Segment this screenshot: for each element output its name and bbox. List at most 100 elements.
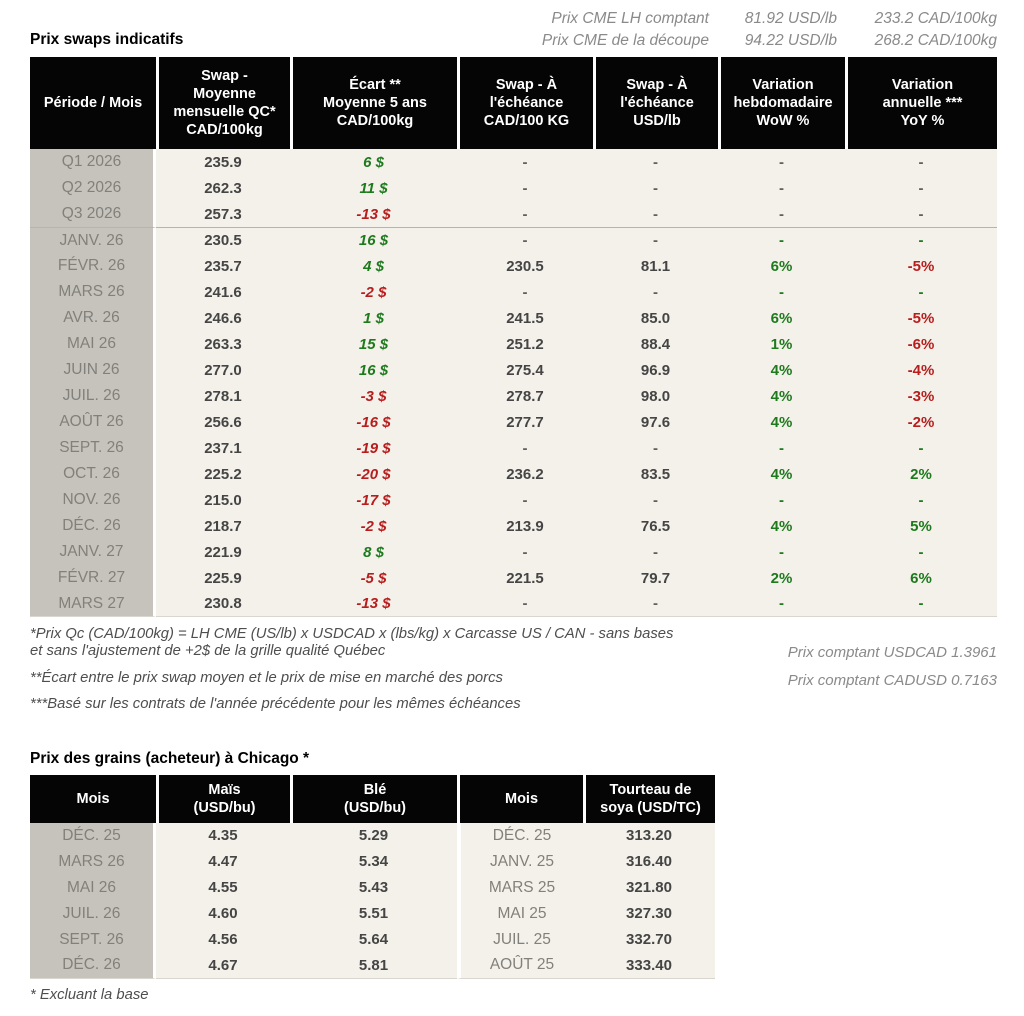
swap-avg-cell: 230.8 bbox=[156, 591, 290, 617]
wow-cell: - bbox=[718, 435, 845, 461]
wheat-cell: 5.43 bbox=[290, 874, 457, 901]
swap-avg-cell: 235.7 bbox=[156, 253, 290, 279]
footnotes-row: *Prix Qc (CAD/100kg) = LH CME (US/lb) x … bbox=[30, 626, 997, 723]
header-swap-cad: Swap - À l'échéance CAD/100 KG bbox=[457, 57, 593, 149]
swaps-row: MARS 27 230.8 -13 $ - - - - bbox=[30, 591, 997, 617]
period-cell: MARS 27 bbox=[30, 591, 156, 617]
swaps-table-header: Période / Mois Swap - Moyenne mensuelle … bbox=[30, 57, 997, 149]
wow-cell: 1% bbox=[718, 331, 845, 357]
yoy-cell: 5% bbox=[845, 513, 997, 539]
wheat-cell: 5.81 bbox=[290, 952, 457, 979]
swap-cad-cell: 275.4 bbox=[457, 357, 593, 383]
swap-cad-cell: - bbox=[457, 487, 593, 513]
yoy-cell: 2% bbox=[845, 461, 997, 487]
swap-usd-cell: - bbox=[593, 487, 718, 513]
header-wow: Variation hebdomadaire WoW % bbox=[718, 57, 845, 149]
period-cell: MARS 26 bbox=[30, 279, 156, 305]
period-cell: JUIN 26 bbox=[30, 357, 156, 383]
swap-avg-cell: 246.6 bbox=[156, 305, 290, 331]
ecart-cell: -20 $ bbox=[290, 461, 457, 487]
swap-usd-cell: - bbox=[593, 149, 718, 175]
cme-cutout-cad-value: 268.2 CAD/100kg bbox=[874, 32, 997, 49]
cme-lh-label: Prix CME LH comptant bbox=[551, 10, 709, 27]
yoy-cell: -4% bbox=[845, 357, 997, 383]
swap-usd-cell: - bbox=[593, 279, 718, 305]
header-corn: Maïs (USD/bu) bbox=[156, 774, 290, 823]
grains-table: Mois Maïs (USD/bu) Blé (USD/bu) Mois Tou… bbox=[30, 774, 715, 979]
period-cell: Q3 2026 bbox=[30, 201, 156, 227]
header-ecart: Écart ** Moyenne 5 ans CAD/100kg bbox=[290, 57, 457, 149]
wow-cell: 4% bbox=[718, 357, 845, 383]
header-wheat: Blé (USD/bu) bbox=[290, 774, 457, 823]
swaps-row: NOV. 26 215.0 -17 $ - - - - bbox=[30, 487, 997, 513]
swaps-row: FÉVR. 26 235.7 4 $230.5 81.1 6% -5% bbox=[30, 253, 997, 279]
swap-avg-cell: 241.6 bbox=[156, 279, 290, 305]
swaps-row: DÉC. 26 218.7 -2 $213.9 76.5 4% 5% bbox=[30, 513, 997, 539]
swap-avg-cell: 225.2 bbox=[156, 461, 290, 487]
header-soy-month: Mois bbox=[457, 774, 583, 823]
swap-usd-cell: - bbox=[593, 435, 718, 461]
period-cell: MAI 26 bbox=[30, 331, 156, 357]
soy-month-cell: MARS 25 bbox=[457, 874, 583, 901]
corn-cell: 4.47 bbox=[156, 848, 290, 875]
swaps-table-body: Q1 2026 235.9 6 $ - - - - Q2 2026 262.3 11 $ - - - - Q… bbox=[30, 149, 997, 617]
wheat-cell: 5.51 bbox=[290, 900, 457, 927]
ecart-cell: 6 $ bbox=[290, 149, 457, 175]
soy-month-cell: JUIL. 25 bbox=[457, 926, 583, 953]
yoy-cell: - bbox=[845, 435, 997, 461]
swap-cad-cell: 230.5 bbox=[457, 253, 593, 279]
footnote-ecart: **Écart entre le prix swap moyen et le p… bbox=[30, 669, 503, 686]
grains-title: Prix des grains (acheteur) à Chicago * bbox=[30, 749, 310, 767]
header-soymeal: Tourteau de soya (USD/TC) bbox=[583, 774, 715, 823]
cme-spot-block: Prix CME LH comptant 81.92 USD/lb 233.2 … bbox=[542, 8, 997, 52]
soymeal-cell: 333.40 bbox=[583, 952, 715, 979]
swap-usd-cell: - bbox=[593, 227, 718, 253]
cme-cutout-label: Prix CME de la découpe bbox=[541, 32, 709, 49]
ecart-cell: -16 $ bbox=[290, 409, 457, 435]
period-cell: SEPT. 26 bbox=[30, 435, 156, 461]
grains-row: MAI 26 4.55 5.43 MARS 25 321.80 bbox=[30, 874, 715, 901]
swaps-row: AOÛT 26 256.6 -16 $277.7 97.6 4% -2% bbox=[30, 409, 997, 435]
swap-avg-cell: 257.3 bbox=[156, 201, 290, 227]
swap-cad-cell: - bbox=[457, 591, 593, 617]
soy-month-cell: DÉC. 25 bbox=[457, 822, 583, 849]
swap-cad-cell: - bbox=[457, 227, 593, 253]
swap-usd-cell: - bbox=[593, 201, 718, 227]
swap-avg-cell: 221.9 bbox=[156, 539, 290, 565]
footnote-price-formula: *Prix Qc (CAD/100kg) = LH CME (US/lb) x … bbox=[30, 626, 674, 660]
fx-notes-block: Prix comptant USDCAD 1.3961 Prix comptan… bbox=[788, 626, 997, 723]
ecart-cell: 15 $ bbox=[290, 331, 457, 357]
grain-month-cell: MARS 26 bbox=[30, 848, 156, 875]
swap-usd-cell: 98.0 bbox=[593, 383, 718, 409]
soymeal-cell: 321.80 bbox=[583, 874, 715, 901]
swaps-row: JUIN 26 277.0 16 $275.4 96.9 4% -4% bbox=[30, 357, 997, 383]
ecart-cell: 1 $ bbox=[290, 305, 457, 331]
ecart-cell: -19 $ bbox=[290, 435, 457, 461]
top-bar: Prix swaps indicatifs Prix CME LH compta… bbox=[30, 8, 997, 52]
swap-cad-cell: 251.2 bbox=[457, 331, 593, 357]
swaps-row: AVR. 26 246.6 1 $241.5 85.0 6% -5% bbox=[30, 305, 997, 331]
wow-cell: 4% bbox=[718, 383, 845, 409]
period-cell: Q1 2026 bbox=[30, 149, 156, 175]
swap-cad-cell: - bbox=[457, 175, 593, 201]
swap-usd-cell: 97.6 bbox=[593, 409, 718, 435]
swap-cad-cell: 278.7 bbox=[457, 383, 593, 409]
soymeal-cell: 332.70 bbox=[583, 926, 715, 953]
corn-cell: 4.67 bbox=[156, 952, 290, 979]
grains-row: DÉC. 26 4.67 5.81 AOÛT 25 333.40 bbox=[30, 952, 715, 979]
swaps-row: Q1 2026 235.9 6 $ - - - - bbox=[30, 149, 997, 175]
swap-avg-cell: 215.0 bbox=[156, 487, 290, 513]
swap-usd-cell: 79.7 bbox=[593, 565, 718, 591]
period-cell: JANV. 26 bbox=[30, 227, 156, 253]
cme-lh-usd-value: 81.92 USD/lb bbox=[744, 10, 837, 27]
grains-row: JUIL. 26 4.60 5.51 MAI 25 327.30 bbox=[30, 900, 715, 927]
swap-cad-cell: 241.5 bbox=[457, 305, 593, 331]
swaps-row: Q3 2026 257.3 -13 $ - - - - bbox=[30, 201, 997, 227]
fx-note-cadusd: Prix comptant CADUSD 0.7163 bbox=[787, 672, 997, 689]
ecart-cell: -2 $ bbox=[290, 279, 457, 305]
wheat-cell: 5.64 bbox=[290, 926, 457, 953]
cme-cutout-line: Prix CME de la découpe 94.22 USD/lb 268.… bbox=[542, 30, 997, 52]
header-yoy: Variation annuelle *** YoY % bbox=[845, 57, 997, 149]
period-cell: AOÛT 26 bbox=[30, 409, 156, 435]
swap-cad-cell: 277.7 bbox=[457, 409, 593, 435]
